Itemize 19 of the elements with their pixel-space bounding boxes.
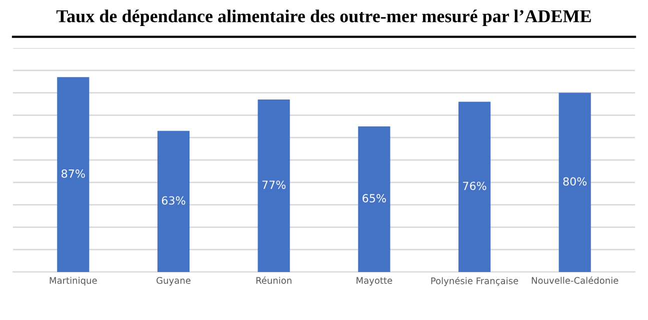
data-label: 80% (563, 177, 587, 186)
x-tick-label: Polynésie Française (431, 276, 518, 286)
bar (157, 130, 190, 272)
bar (57, 77, 90, 272)
bar (458, 102, 491, 272)
data-label: 63% (162, 196, 186, 205)
chart-title: Taux de dépendance alimentaire des outre-mer mesuré par l’ADEME (56, 10, 591, 26)
data-label: 65% (362, 194, 386, 202)
x-tick-label: Nouvelle-Calédonie (532, 276, 618, 284)
x-tick-label: Guyane (156, 277, 190, 286)
bar (358, 126, 390, 272)
data-label: 87% (62, 169, 85, 178)
x-tick-label: Mayotte (356, 277, 392, 286)
x-tick-label: Réunion (256, 276, 292, 284)
bar (258, 100, 290, 272)
bar (558, 92, 591, 272)
data-label: 77% (262, 180, 286, 189)
data-label: 76% (463, 182, 486, 190)
x-tick-label: Martinique (50, 276, 97, 286)
